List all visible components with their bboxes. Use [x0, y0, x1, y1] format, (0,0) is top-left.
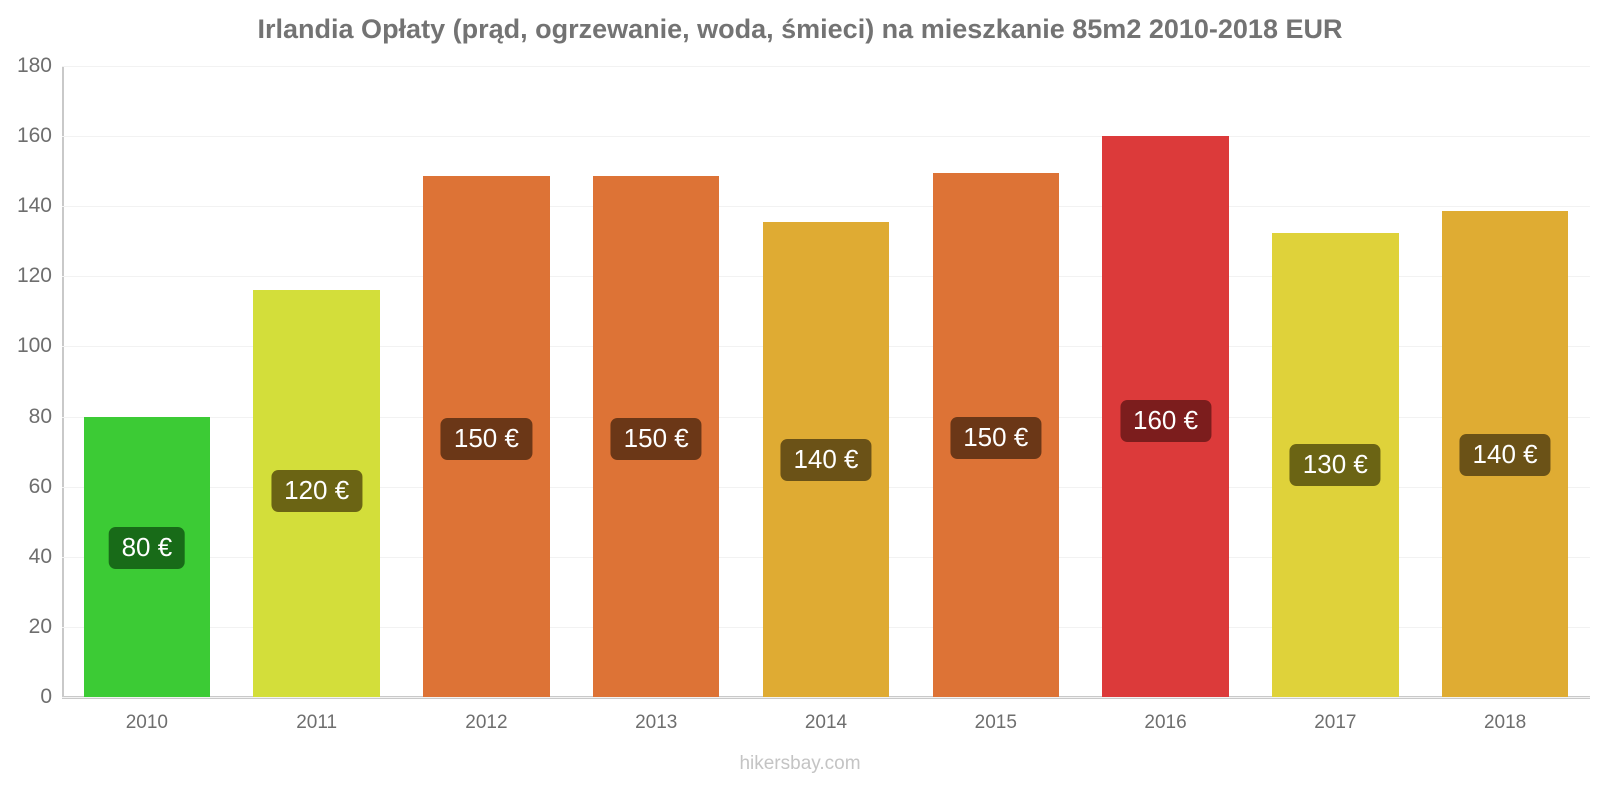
source-watermark: hikersbay.com	[739, 753, 861, 774]
bar-slot: 120 €	[253, 66, 380, 697]
bar[interactable]: 130 €	[1272, 232, 1399, 697]
bar-slot: 80 €	[83, 66, 211, 697]
y-axis-tick-label: 180	[16, 54, 52, 77]
bar[interactable]: 150 €	[592, 176, 720, 697]
bar-slot: 150 €	[423, 66, 550, 697]
bar-value-label: 80 €	[108, 527, 186, 570]
y-axis-tick-label: 20	[28, 614, 52, 638]
bar-series: 80 € 120 € 150 € 150 € 140 € 150 € 160 € 130 € 1…	[62, 66, 1590, 697]
chart-title: Irlandia Opłaty (prąd, ogrzewanie, woda,…	[257, 14, 1343, 44]
y-axis-tick-label: 160	[16, 124, 52, 148]
x-axis-tick-label: 2017	[1314, 712, 1357, 733]
x-axis-tick-label: 2010	[125, 712, 169, 733]
y-axis-tick-label: 100	[16, 334, 52, 358]
gridline	[62, 697, 1590, 698]
bar-value-label: 160 €	[1120, 399, 1212, 442]
bar-slot: 160 €	[1102, 66, 1229, 697]
y-axis-tick-label: 120	[16, 264, 52, 288]
bar[interactable]: 150 €	[932, 172, 1060, 697]
y-axis-tick-label: 80	[28, 404, 52, 428]
gridline	[62, 136, 1590, 138]
bar[interactable]: 150 €	[423, 176, 550, 697]
bar-slot: 140 €	[1441, 66, 1569, 697]
gridline	[62, 66, 1590, 67]
bar-value-label: 140 €	[1459, 434, 1551, 477]
gridline	[62, 206, 1590, 208]
y-axis-tick-label: 40	[28, 544, 52, 568]
x-axis-tick-label: 2011	[296, 712, 338, 733]
bar[interactable]: 160 €	[1102, 136, 1229, 697]
y-axis-line	[62, 66, 64, 699]
y-axis-tick-label: 0	[40, 685, 52, 708]
plot-area: 80 € 120 € 150 € 150 € 140 € 150 € 160 € 130 € 1…	[62, 66, 1590, 698]
bar-value-label: 130 €	[1289, 443, 1381, 486]
bar-value-label: 120 €	[271, 469, 363, 512]
bar-value-label: 150 €	[440, 418, 532, 461]
x-axis-tick-label: 2015	[974, 712, 1017, 733]
y-axis-tick-label: 140	[16, 194, 52, 218]
bar-slot: 140 €	[762, 66, 890, 697]
x-axis-tick-label: 2013	[635, 712, 678, 733]
bar[interactable]: 140 €	[762, 222, 890, 697]
bar-value-label: 140 €	[780, 438, 872, 481]
x-axis-tick-label: 2012	[465, 712, 508, 733]
bar-value-label: 150 €	[610, 418, 702, 461]
y-axis-tick-label: 60	[28, 474, 52, 498]
bar[interactable]: 140 €	[1441, 211, 1569, 697]
bar[interactable]: 120 €	[253, 290, 380, 697]
bar[interactable]: 80 €	[83, 416, 211, 697]
bar-slot: 150 €	[932, 66, 1060, 697]
bar-value-label: 150 €	[950, 416, 1042, 459]
x-axis-tick-label: 2018	[1483, 712, 1527, 733]
bar-slot: 150 €	[592, 66, 720, 697]
x-axis-tick-label: 2014	[804, 712, 848, 733]
x-axis-tick-label: 2016	[1144, 712, 1187, 733]
bar-slot: 130 €	[1272, 66, 1399, 697]
